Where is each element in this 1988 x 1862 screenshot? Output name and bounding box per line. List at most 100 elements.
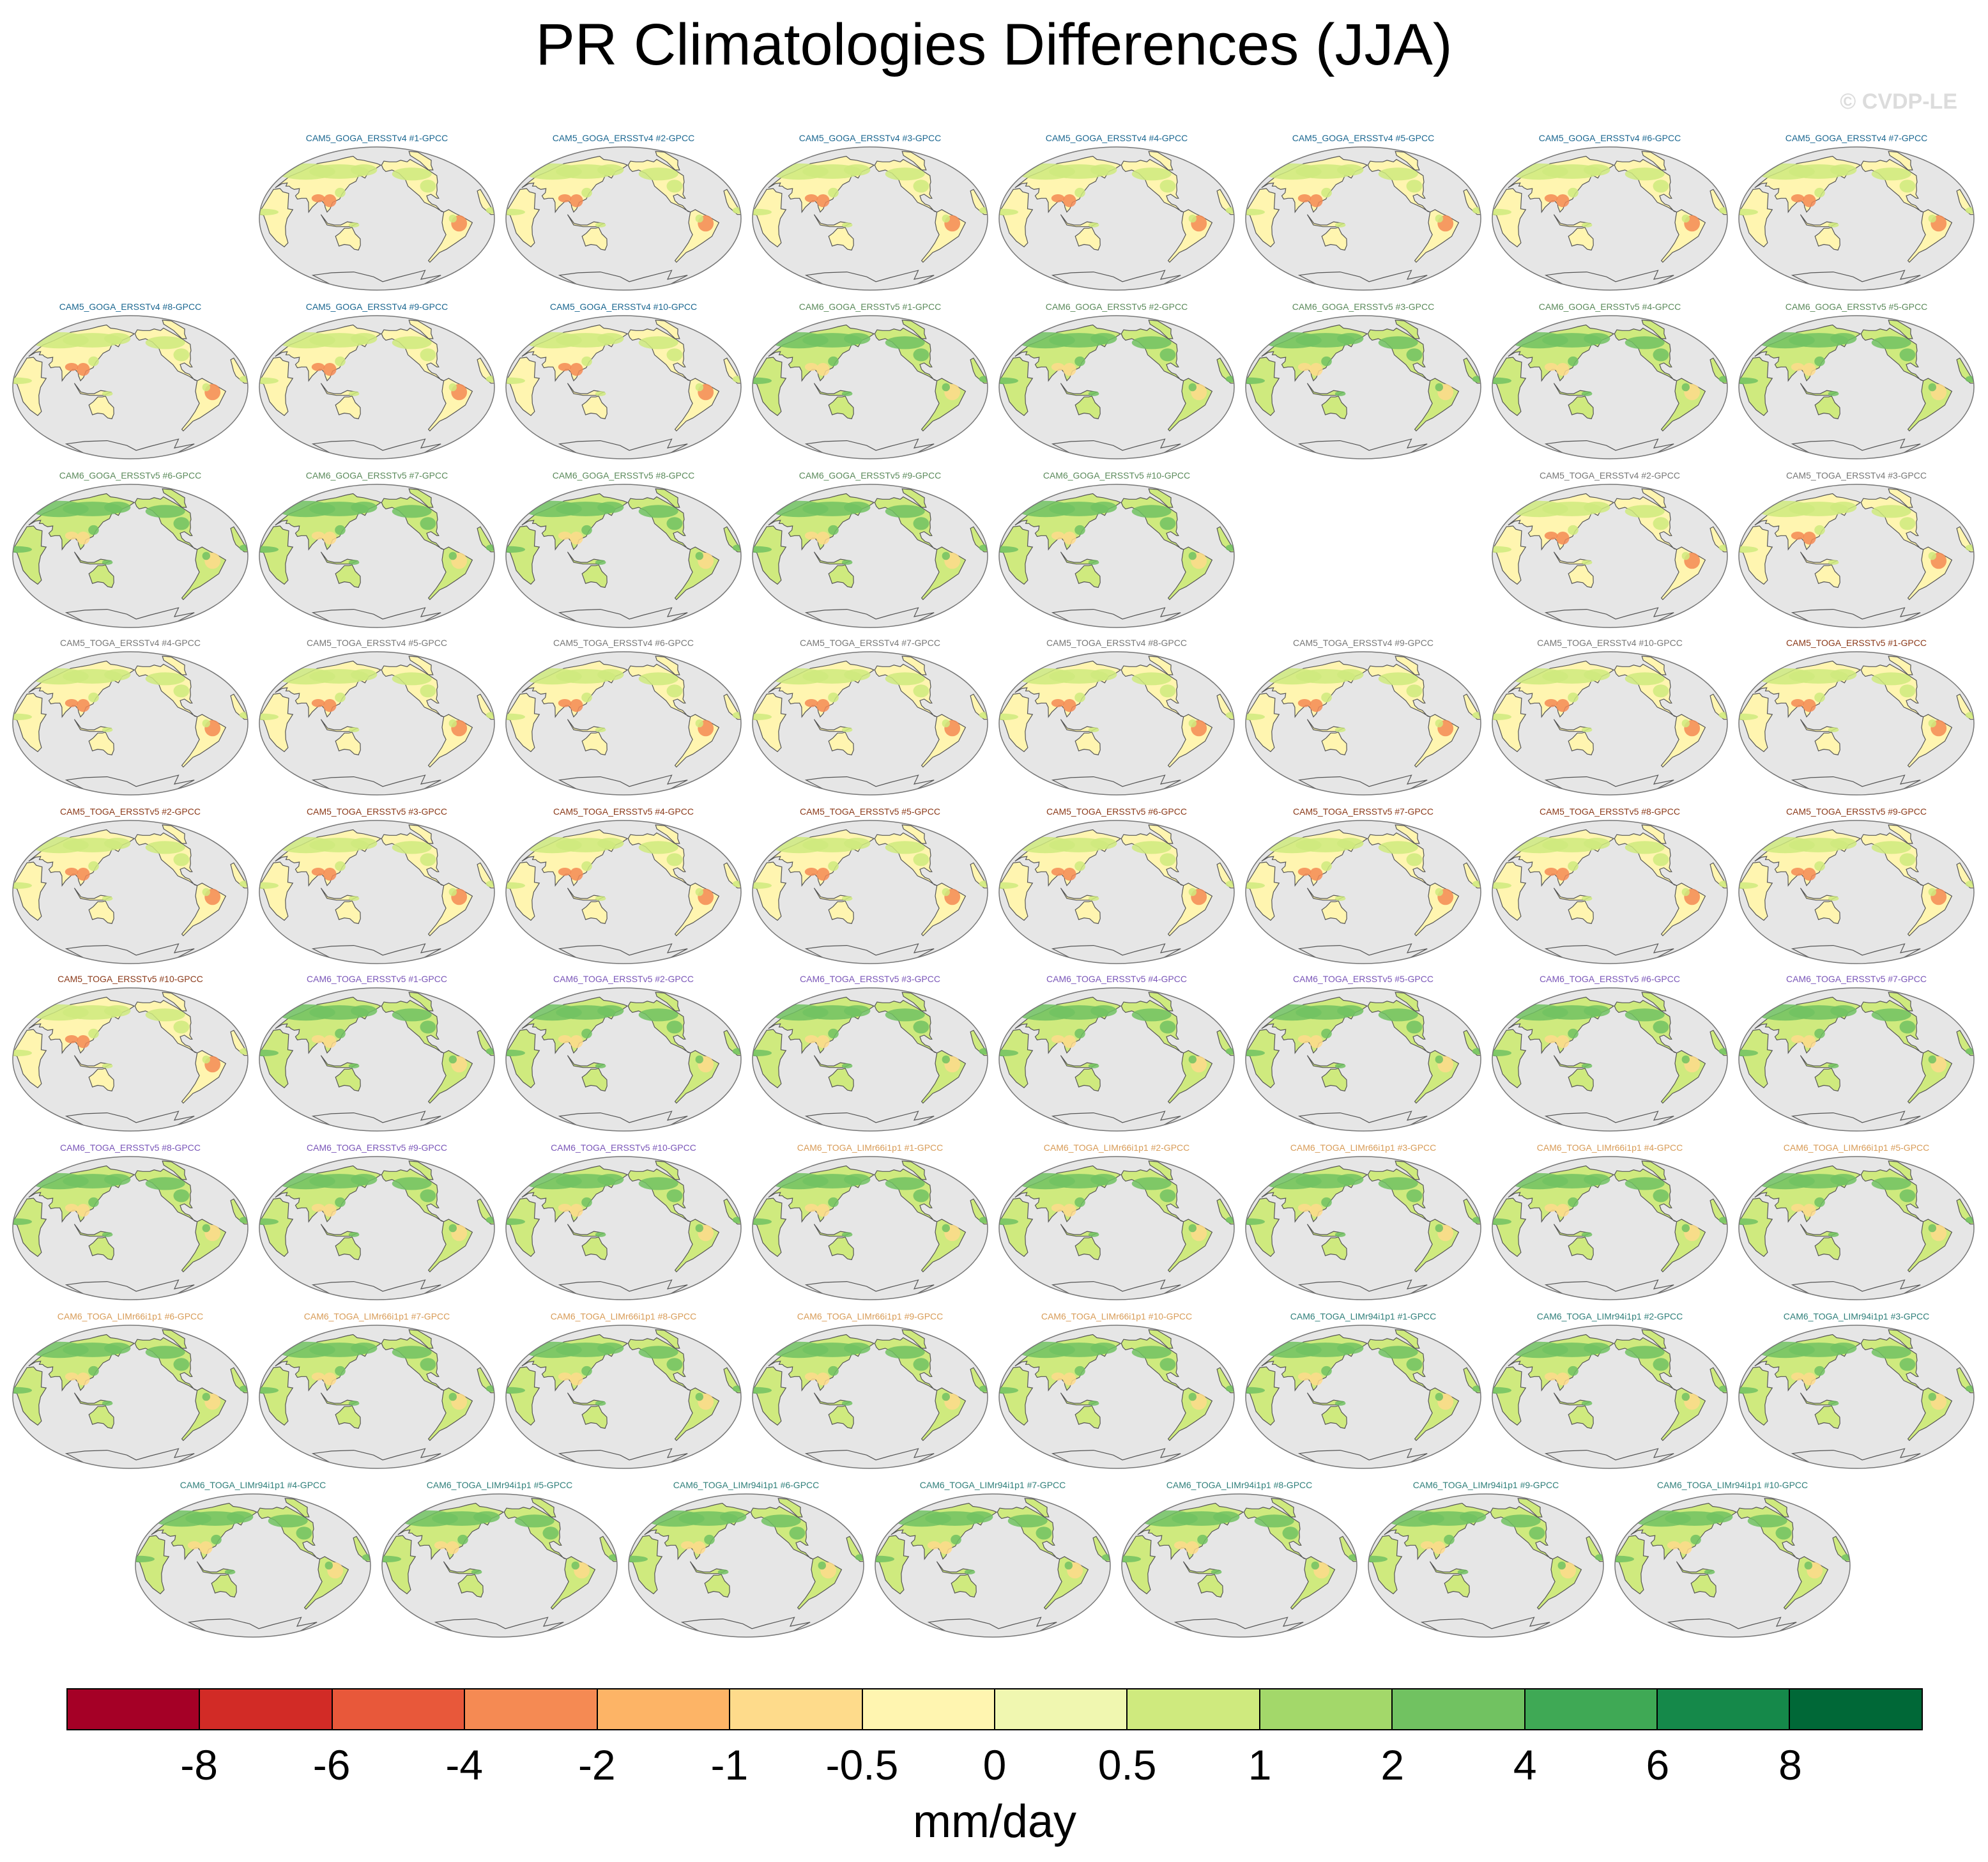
land-africa <box>259 357 294 417</box>
land-greenland <box>162 488 187 508</box>
panel-label: CAM6_GOGA_ERSSTv5 #10-GPCC <box>1043 470 1191 481</box>
precip-anomaly <box>1679 1541 1692 1555</box>
precip-anomaly <box>1581 222 1593 227</box>
precip-anomaly <box>695 888 703 896</box>
land-greenland <box>1395 824 1420 844</box>
precip-anomaly <box>753 713 772 721</box>
precip-anomaly <box>1556 532 1570 545</box>
precip-anomaly <box>1871 1177 1911 1190</box>
precip-anomaly <box>1378 1177 1418 1190</box>
map-panel: CAM6_TOGA_LIMr94i1p1 #8-GPCC <box>1118 1480 1361 1640</box>
precip-anomaly <box>1088 1232 1099 1237</box>
land-africa <box>1492 188 1527 248</box>
map-border <box>259 987 495 1132</box>
precip-anomaly <box>1803 363 1816 376</box>
land-africa <box>753 357 787 417</box>
precip-anomaly <box>927 1541 941 1550</box>
precip-anomaly <box>1739 882 1759 889</box>
precip-anomaly <box>1131 1177 1172 1190</box>
panel-label: CAM5_GOGA_ERSSTv4 #9-GPCC <box>305 302 448 312</box>
precip-anomaly <box>1131 167 1172 181</box>
world-map <box>1245 1325 1481 1469</box>
precip-anomaly <box>844 1174 871 1185</box>
land-greenland <box>1148 488 1174 508</box>
land-greenland <box>1395 992 1420 1012</box>
precip-anomaly <box>1457 1569 1469 1574</box>
precip-anomaly <box>1871 672 1911 686</box>
precip-anomaly <box>844 669 871 681</box>
precip-anomaly <box>816 868 830 881</box>
precip-anomaly <box>1159 517 1176 530</box>
land-indonesia <box>567 1055 606 1068</box>
panel-label: CAM5_TOGA_ERSSTv5 #5-GPCC <box>800 806 940 817</box>
precip-anomaly <box>448 1392 457 1401</box>
precip-anomaly <box>942 551 950 560</box>
land-indonesia <box>936 1561 975 1574</box>
map-panel: CAM6_GOGA_ERSSTv5 #2-GPCC <box>995 302 1238 461</box>
precip-anomaly <box>1460 1511 1487 1523</box>
precip-anomaly <box>1739 208 1759 216</box>
precip-anomaly <box>1791 868 1805 876</box>
precip-anomaly <box>999 377 1019 385</box>
precip-anomaly <box>1830 502 1857 513</box>
land-greenland <box>901 488 927 508</box>
precip-anomaly <box>1681 719 1690 728</box>
land-africa <box>1739 1366 1773 1426</box>
precip-anomaly <box>1420 1541 1434 1550</box>
map-border <box>259 146 495 291</box>
land-antarctica <box>558 1111 688 1131</box>
precip-anomaly <box>1568 1028 1579 1039</box>
precip-anomaly <box>1492 377 1512 385</box>
colorbar-tick-label: -8 <box>180 1741 218 1789</box>
precip-anomaly <box>335 1366 346 1376</box>
land-australia <box>1321 1405 1347 1429</box>
land-antarctica <box>558 270 688 290</box>
land-africa <box>999 188 1034 248</box>
precip-anomaly <box>1188 1392 1197 1401</box>
land-antarctica <box>558 438 688 459</box>
land-africa <box>13 693 47 753</box>
precip-anomaly <box>392 1177 432 1190</box>
map-border <box>1738 315 1975 459</box>
precip-anomaly <box>1544 363 1558 371</box>
panel-label: CAM6_TOGA_LIMr94i1p1 #9-GPCC <box>1412 1480 1559 1490</box>
world-map <box>1738 484 1975 628</box>
map-panel: CAM5_TOGA_ERSSTv5 #3-GPCC <box>256 806 498 966</box>
land-australia <box>88 1236 114 1261</box>
panel-label: CAM6_TOGA_LIMr66i1p1 #1-GPCC <box>797 1143 944 1153</box>
precip-anomaly <box>1899 517 1916 530</box>
map-panel: CAM6_TOGA_LIMr66i1p1 #9-GPCC <box>749 1311 991 1471</box>
precip-anomaly <box>448 888 457 896</box>
precip-anomaly <box>1435 719 1443 728</box>
precip-anomaly <box>1803 194 1816 208</box>
world-map <box>628 1493 864 1638</box>
precip-anomaly <box>173 853 190 866</box>
precip-anomaly <box>1063 532 1076 545</box>
world-map <box>505 315 742 459</box>
land-antarctica <box>804 270 935 290</box>
precip-anomaly <box>841 1063 853 1068</box>
precip-anomaly <box>1529 1527 1545 1540</box>
precip-anomaly <box>1378 672 1418 686</box>
precip-anomaly <box>558 699 572 707</box>
precip-anomaly <box>1432 1541 1446 1555</box>
precip-anomaly <box>1334 391 1346 396</box>
precip-anomaly <box>1581 1401 1593 1406</box>
land-indonesia <box>1800 1224 1839 1237</box>
map-border <box>998 1325 1235 1469</box>
world-map <box>12 484 249 628</box>
precip-anomaly <box>1899 1020 1916 1034</box>
land-antarctica <box>1051 607 1181 627</box>
precip-anomaly <box>951 1534 961 1545</box>
precip-anomaly <box>77 532 90 545</box>
map-border <box>998 987 1235 1132</box>
map-panel: CAM5_TOGA_ERSSTv5 #1-GPCC <box>1735 638 1978 797</box>
precip-anomaly <box>392 336 432 350</box>
precip-anomaly <box>1074 1028 1085 1039</box>
map-panel: CAM6_TOGA_LIMr94i1p1 #2-GPCC <box>1488 1311 1731 1471</box>
panel-label: CAM6_TOGA_ERSSTv5 #6-GPCC <box>1540 974 1680 984</box>
world-map <box>259 820 495 964</box>
world-map <box>1738 315 1975 459</box>
world-map <box>752 820 988 964</box>
land-indonesia <box>1553 1224 1592 1237</box>
